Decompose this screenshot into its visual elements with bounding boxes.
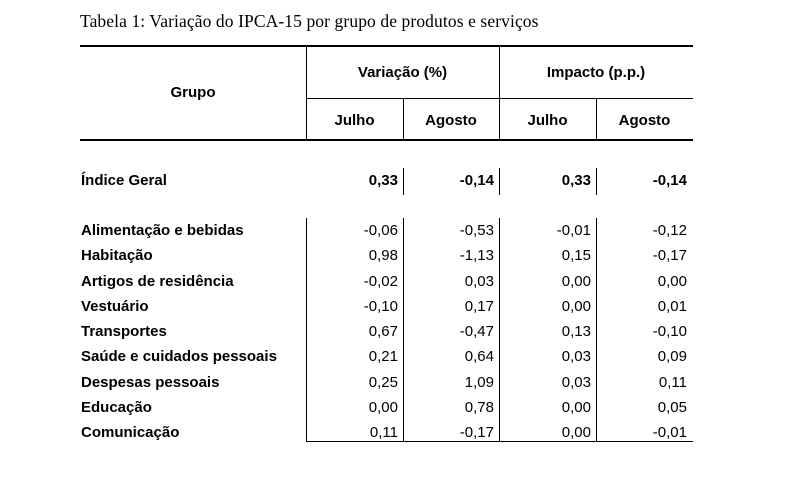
row-imp-julho: 0,03 (561, 374, 591, 391)
header-variacao-julho: Julho (334, 112, 375, 129)
row-label: Alimentação e bebidas (81, 222, 244, 239)
body-divider-5 (499, 218, 500, 442)
row-imp-agosto: 0,11 (658, 374, 687, 391)
row-imp-agosto: -0,17 (652, 247, 687, 264)
row-var-agosto: 0,17 (464, 298, 494, 315)
row-label: Habitação (81, 247, 153, 264)
row-imp-agosto: 0,01 (657, 298, 687, 315)
row-imp-julho: -0,01 (556, 222, 591, 239)
row-imp-julho: 0,13 (561, 323, 591, 340)
row-var-agosto: -0,47 (459, 323, 494, 340)
indice-geral-label: Índice Geral (81, 172, 167, 189)
indice-geral-var-agosto: -0,14 (459, 172, 494, 189)
row-label: Comunicação (81, 424, 180, 441)
body-divider-1 (403, 168, 404, 195)
row-imp-agosto: 0,09 (657, 348, 687, 365)
row-var-julho: 0,21 (368, 348, 398, 365)
indice-geral-var-julho: 0,33 (368, 172, 398, 189)
row-var-julho: 0,00 (368, 399, 398, 416)
row-var-julho: 0,98 (368, 247, 398, 264)
body-divider-2 (499, 168, 500, 195)
body-divider-3 (596, 168, 597, 195)
header-divider-grupo (306, 46, 307, 140)
header-impacto-agosto: Agosto (618, 112, 671, 129)
header-variacao-agosto: Agosto (425, 112, 477, 129)
row-var-julho: 0,11 (369, 424, 398, 441)
row-imp-agosto: -0,01 (652, 424, 687, 441)
row-imp-agosto: -0,12 (652, 222, 687, 239)
row-imp-julho: 0,00 (561, 424, 591, 441)
header-variacao: Variação (%) (357, 64, 448, 81)
header-grupo: Grupo (170, 84, 216, 101)
row-label: Transportes (81, 323, 167, 340)
row-var-agosto: 0,03 (464, 273, 494, 290)
row-label: Saúde e cuidados pessoais (81, 348, 277, 365)
header-impacto-julho: Julho (527, 112, 568, 129)
indice-geral-imp-agosto: -0,14 (652, 172, 687, 189)
indice-geral-imp-julho: 0,33 (561, 172, 591, 189)
row-var-agosto: 1,09 (464, 374, 494, 391)
row-imp-agosto: -0,10 (652, 323, 687, 340)
row-label: Despesas pessoais (81, 374, 220, 391)
row-label: Artigos de residência (81, 273, 234, 290)
header-divider-variacao-impacto (499, 46, 500, 140)
row-var-agosto: -0,53 (459, 222, 494, 239)
row-imp-julho: 0,15 (561, 247, 591, 264)
header-divider-impacto-sub (596, 99, 597, 140)
table-caption: Tabela 1: Variação do IPCA-15 por grupo … (80, 11, 539, 31)
header-bottom-rule (80, 139, 693, 141)
row-label: Educação (81, 399, 152, 416)
table-bottom-rule (306, 441, 693, 442)
row-imp-julho: 0,00 (561, 399, 591, 416)
row-var-agosto: 0,78 (464, 399, 494, 416)
body-divider-6 (596, 218, 597, 442)
row-label: Vestuário (81, 298, 149, 315)
row-var-julho: -0,02 (363, 273, 398, 290)
row-var-julho: 0,25 (368, 374, 398, 391)
body-divider-4 (403, 218, 404, 442)
row-var-julho: -0,10 (363, 298, 398, 315)
row-var-julho: -0,06 (363, 222, 398, 239)
row-var-agosto: -1,13 (459, 247, 494, 264)
row-var-agosto: -0,17 (459, 424, 494, 441)
row-imp-julho: 0,00 (561, 273, 591, 290)
row-imp-agosto: 0,05 (657, 399, 687, 416)
row-var-agosto: 0,64 (464, 348, 494, 365)
row-imp-agosto: 0,00 (657, 273, 687, 290)
row-imp-julho: 0,03 (561, 348, 591, 365)
header-impacto: Impacto (p.p.) (546, 64, 646, 81)
table-top-rule (80, 45, 693, 47)
header-divider-variacao-sub (403, 99, 404, 140)
body-divider-left-values (306, 218, 307, 442)
row-var-julho: 0,67 (368, 323, 398, 340)
row-imp-julho: 0,00 (561, 298, 591, 315)
